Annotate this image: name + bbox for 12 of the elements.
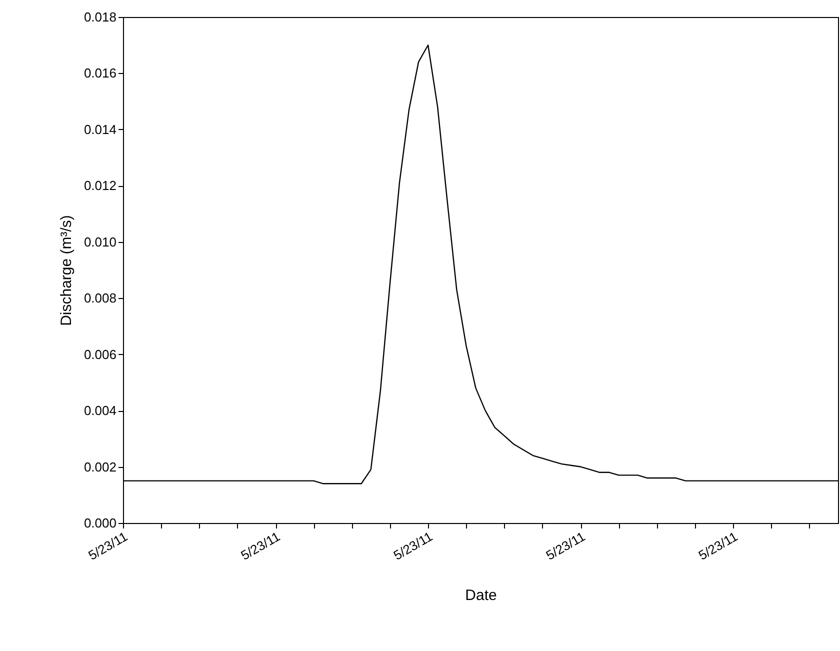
y-tick-label: 0.006 [84, 346, 116, 362]
y-tick-label: 0.012 [84, 178, 116, 194]
y-tick-label: 0.016 [84, 66, 116, 81]
y-tick-label: 0.002 [84, 459, 116, 474]
y-axis-title: Discharge (m³/s) [58, 215, 75, 326]
y-tick-label: 0.000 [84, 516, 116, 530]
y-tick-label: 0.010 [84, 234, 116, 250]
y-tick-label: 0.018 [84, 10, 116, 24]
y-tick-label: 0.004 [84, 403, 116, 418]
y-tick-label: 0.008 [84, 290, 116, 306]
x-axis-title: Date [465, 586, 497, 604]
y-tick-label: 0.014 [84, 122, 116, 137]
